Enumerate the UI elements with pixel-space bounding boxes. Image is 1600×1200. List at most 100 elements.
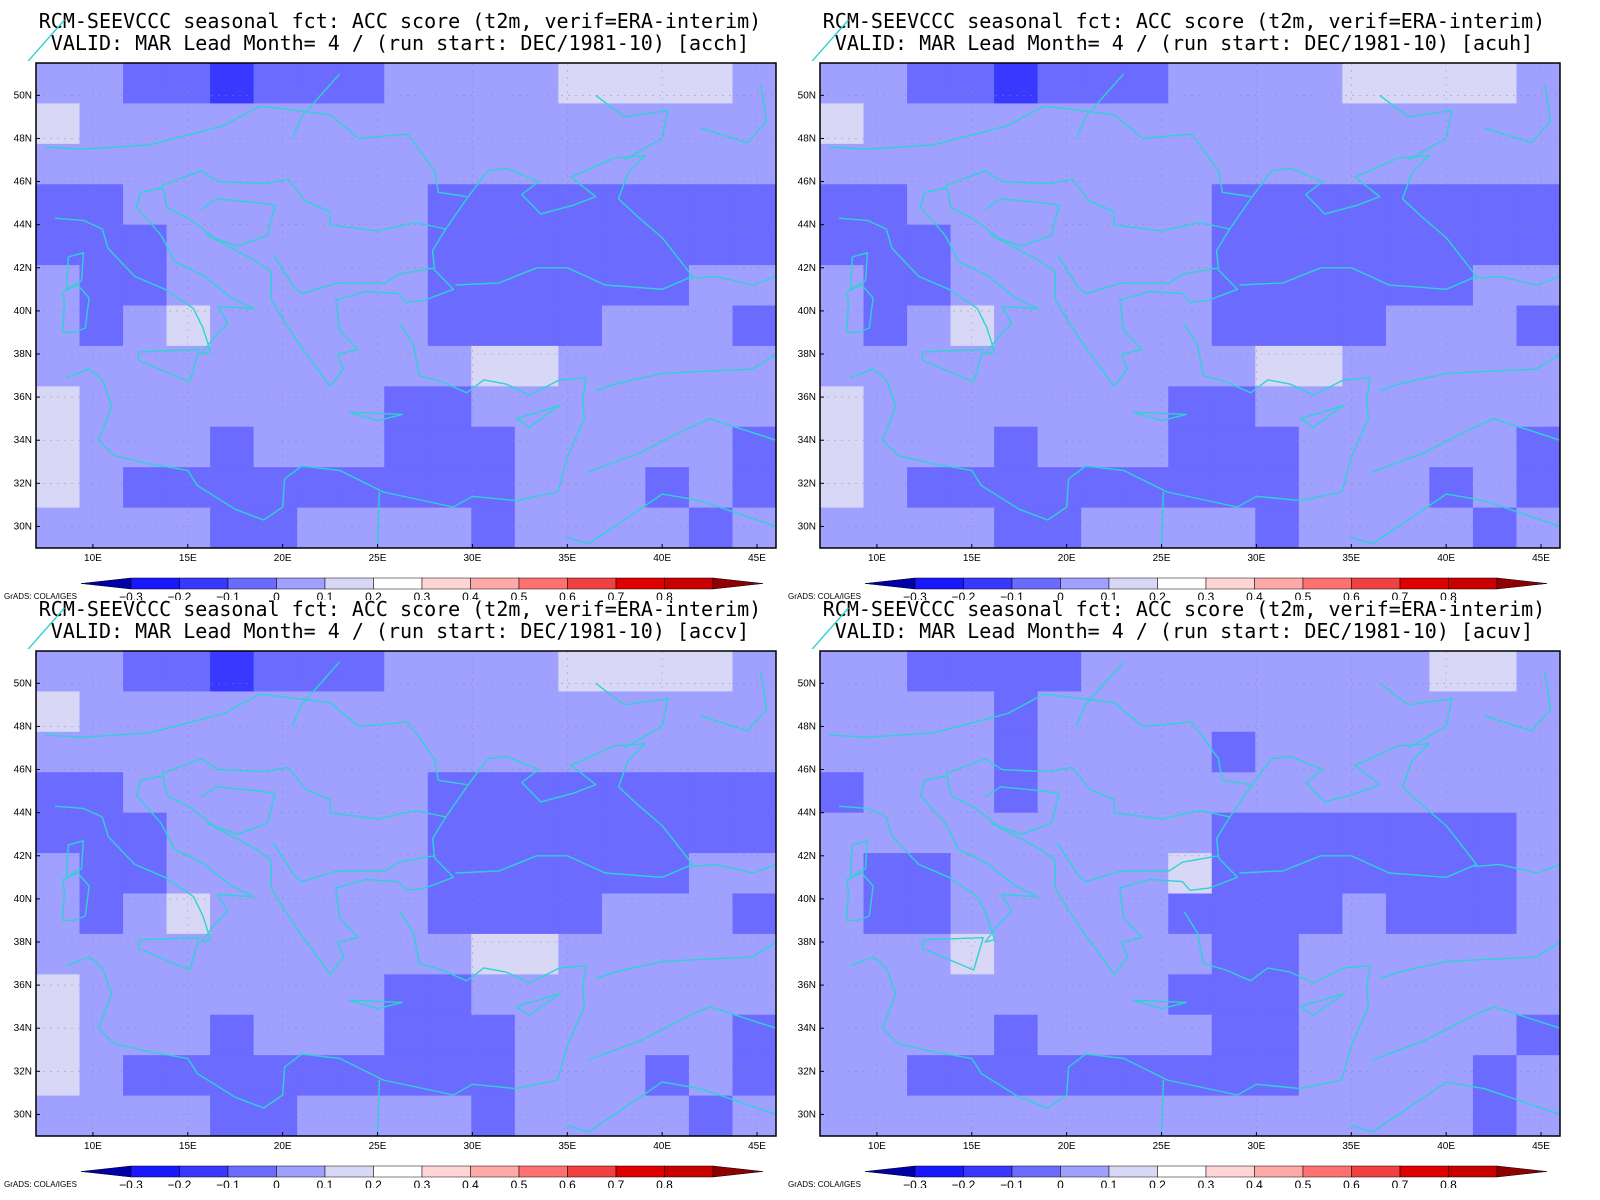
score-cell	[253, 345, 298, 387]
score-cell	[732, 305, 777, 347]
score-cell	[384, 893, 429, 935]
colorbar: −0.3 −0.2 −0.1 0 0.1 0.2 0.3 0.4 0.5 0.6 0.7 0.8	[864, 577, 1548, 600]
score-cell	[907, 1095, 952, 1137]
score-cell	[863, 224, 908, 266]
score-cell	[558, 305, 603, 347]
score-cell	[384, 772, 429, 814]
score-cell	[166, 893, 211, 935]
score-cell	[1342, 184, 1387, 226]
score-cell	[820, 386, 865, 428]
score-cell	[1472, 933, 1518, 975]
colorbar-label: −0.2	[952, 1178, 976, 1188]
score-cell	[471, 345, 516, 387]
score-cell	[166, 974, 211, 1016]
score-cell	[1211, 1055, 1256, 1097]
score-cell	[1255, 651, 1300, 693]
score-cell	[340, 63, 385, 105]
score-cell	[863, 386, 908, 428]
score-cell	[384, 974, 429, 1016]
score-cell	[36, 651, 81, 693]
lat-tick-label: 34N	[798, 435, 816, 446]
score-cell	[1211, 184, 1256, 226]
score-cell	[558, 265, 603, 307]
lon-tick-label: 15E	[963, 1141, 981, 1152]
score-cell	[384, 184, 429, 226]
score-cell	[1516, 224, 1561, 266]
lon-tick-label: 45E	[1532, 553, 1550, 564]
score-cell	[1472, 103, 1518, 145]
score-cell	[994, 345, 1039, 387]
colorbar-label: 0.3	[414, 1178, 431, 1188]
graticule	[820, 63, 1560, 548]
score-cell	[384, 345, 429, 387]
score-cell	[1037, 893, 1082, 935]
lat-tick-label: 38N	[14, 349, 32, 360]
score-cell	[1037, 853, 1082, 895]
score-cell	[907, 345, 952, 387]
colorbar-label: 0.1	[1101, 590, 1118, 600]
score-cell	[471, 893, 516, 935]
score-cell	[1429, 933, 1474, 975]
score-cell	[471, 974, 516, 1016]
score-cell	[950, 467, 995, 509]
score-cell	[297, 853, 342, 895]
score-cell	[1429, 1095, 1474, 1137]
colorbar-label: 0	[273, 590, 280, 600]
grads-credit: GrADS: COLA/IGES	[4, 1180, 77, 1188]
colorbar-label: 0.3	[1198, 590, 1215, 600]
score-cell	[123, 143, 168, 185]
map-panel-accv: RCM-SEEVCCC seasonal fct: ACC score (t2m…	[0, 588, 800, 1188]
score-cell	[210, 467, 255, 509]
score-cell	[1037, 184, 1082, 226]
score-cell	[471, 305, 516, 347]
score-cell	[820, 691, 865, 733]
score-cell	[994, 933, 1039, 975]
lon-tick-label: 15E	[179, 553, 197, 564]
lat-tick-label: 42N	[798, 263, 816, 274]
score-cell	[253, 651, 298, 693]
score-cell	[1081, 812, 1126, 854]
score-cell	[820, 974, 865, 1016]
score-cell	[1211, 893, 1256, 935]
score-cell	[1211, 507, 1256, 549]
score-cell	[1081, 1014, 1126, 1056]
lat-tick-label: 44N	[14, 220, 32, 231]
colorbar-label: 0.6	[1343, 1178, 1360, 1188]
lat-tick-label: 42N	[14, 851, 32, 862]
score-cell	[1516, 812, 1561, 854]
score-cell	[1081, 305, 1126, 347]
score-cell	[1429, 386, 1474, 428]
score-cell	[1429, 651, 1474, 693]
score-cell	[994, 1095, 1039, 1137]
score-cell	[79, 853, 124, 895]
score-cell	[907, 507, 952, 549]
lat-tick-label: 46N	[798, 765, 816, 776]
score-cell	[297, 143, 342, 185]
score-cell	[1516, 305, 1561, 347]
score-cell	[471, 507, 516, 549]
score-cell	[1298, 143, 1343, 185]
score-cell	[1429, 265, 1474, 307]
colorbar-label: 0.8	[1440, 1178, 1457, 1188]
score-cell	[1081, 1055, 1126, 1097]
score-cell	[36, 1095, 81, 1137]
score-cell	[645, 933, 690, 975]
score-cell	[123, 507, 168, 549]
score-cell	[514, 691, 559, 733]
colorbar-swatch	[1157, 1165, 1207, 1178]
score-cell	[427, 812, 472, 854]
score-cell	[688, 691, 734, 733]
score-cell	[297, 1014, 342, 1056]
score-cell	[210, 853, 255, 895]
lon-tick-label: 45E	[748, 1141, 766, 1152]
score-cell	[427, 345, 472, 387]
score-cell	[994, 974, 1039, 1016]
score-cell	[1255, 305, 1300, 347]
score-cell	[1298, 853, 1343, 895]
score-cell	[820, 812, 865, 854]
score-cell	[645, 1055, 690, 1097]
score-cell	[210, 731, 255, 773]
score-cell	[1516, 63, 1561, 105]
score-cell	[1429, 345, 1474, 387]
score-cell	[558, 507, 603, 549]
